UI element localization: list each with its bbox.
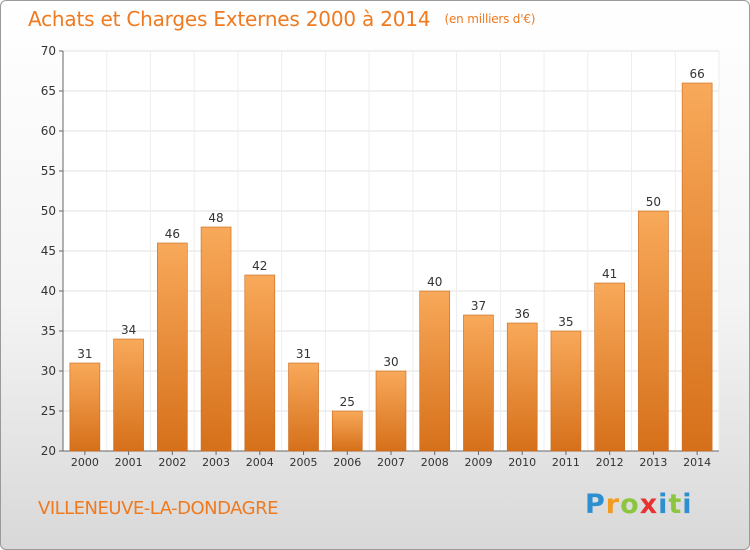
data-label-2001: 34 bbox=[121, 323, 136, 337]
x-tick-label: 2009 bbox=[464, 456, 492, 469]
data-label-2003: 48 bbox=[208, 211, 223, 225]
x-tick-label: 2003 bbox=[202, 456, 230, 469]
x-tick-label: 2002 bbox=[158, 456, 186, 469]
y-tick-label: 45 bbox=[41, 244, 56, 258]
x-tick-label: 2006 bbox=[333, 456, 361, 469]
bar-2007 bbox=[375, 370, 407, 452]
x-tick-label: 2008 bbox=[421, 456, 449, 469]
y-tick-label: 35 bbox=[41, 324, 56, 338]
commune-name: VILLENEUVE-LA-DONDAGRE bbox=[38, 498, 278, 519]
data-label-2008: 40 bbox=[427, 275, 442, 289]
bar-2013 bbox=[638, 210, 669, 452]
bar-2010 bbox=[506, 322, 538, 452]
data-label-2010: 36 bbox=[515, 307, 530, 321]
x-tick-label: 2012 bbox=[596, 456, 624, 469]
data-label-2000: 31 bbox=[77, 347, 92, 361]
y-tick-label: 50 bbox=[41, 204, 56, 218]
y-tick-label: 55 bbox=[41, 164, 56, 178]
data-labels: 31 34 46 48 42 31 25 30 40 37 36 35 41 50 66 bbox=[77, 67, 705, 409]
data-label-2002: 46 bbox=[165, 227, 180, 241]
data-label-2014: 66 bbox=[689, 67, 704, 81]
chart-title-text: Achats et Charges Externes 2000 à 2014 bbox=[28, 7, 431, 31]
bar-2002 bbox=[157, 242, 188, 452]
x-tick-label: 2007 bbox=[377, 456, 405, 469]
data-label-2004: 42 bbox=[252, 259, 267, 273]
axes: 20 25 30 35 40 45 50 55 60 65 70 2000 2001 2002 2003 20… bbox=[41, 44, 719, 469]
x-tick-label: 2001 bbox=[115, 456, 143, 469]
bar-2003 bbox=[200, 226, 232, 452]
data-label-2006: 25 bbox=[340, 395, 355, 409]
data-label-2005: 31 bbox=[296, 347, 311, 361]
bar-2006 bbox=[331, 410, 363, 452]
data-label-2009: 37 bbox=[471, 299, 486, 313]
bar-2012 bbox=[594, 282, 625, 452]
y-tick-label: 30 bbox=[41, 364, 56, 378]
data-label-2007: 30 bbox=[383, 355, 398, 369]
bars bbox=[69, 82, 713, 452]
bar-2000 bbox=[69, 362, 101, 452]
y-tick-label: 70 bbox=[41, 44, 56, 58]
x-tick-label: 2014 bbox=[683, 456, 711, 469]
bar-2008 bbox=[419, 290, 451, 452]
y-tick-label: 40 bbox=[41, 284, 56, 298]
bar-2005 bbox=[288, 362, 319, 452]
x-tick-label: 2011 bbox=[552, 456, 580, 469]
proxiti-logo: Proxiti bbox=[585, 489, 693, 520]
x-tick-label: 2005 bbox=[290, 456, 318, 469]
chart-title: Achats et Charges Externes 2000 à 2014 (… bbox=[28, 7, 535, 31]
x-tick-label: 2000 bbox=[71, 456, 99, 469]
bar-2001 bbox=[113, 338, 144, 452]
x-tick-label: 2004 bbox=[246, 456, 274, 469]
y-tick-label: 65 bbox=[41, 84, 56, 98]
y-tick-label: 25 bbox=[41, 404, 56, 418]
bar-2009 bbox=[463, 314, 494, 452]
x-tick-label: 2010 bbox=[508, 456, 536, 469]
data-label-2013: 50 bbox=[646, 195, 661, 209]
bar-2011 bbox=[550, 330, 582, 452]
data-label-2011: 35 bbox=[558, 315, 573, 329]
y-tick-label: 60 bbox=[41, 124, 56, 138]
y-tick-label: 20 bbox=[41, 444, 56, 458]
x-tick-label: 2013 bbox=[639, 456, 667, 469]
data-label-2012: 41 bbox=[602, 267, 617, 281]
bar-2004 bbox=[244, 274, 276, 452]
bar-2014 bbox=[681, 82, 713, 452]
chart-subtitle: (en milliers d'€) bbox=[444, 12, 536, 26]
